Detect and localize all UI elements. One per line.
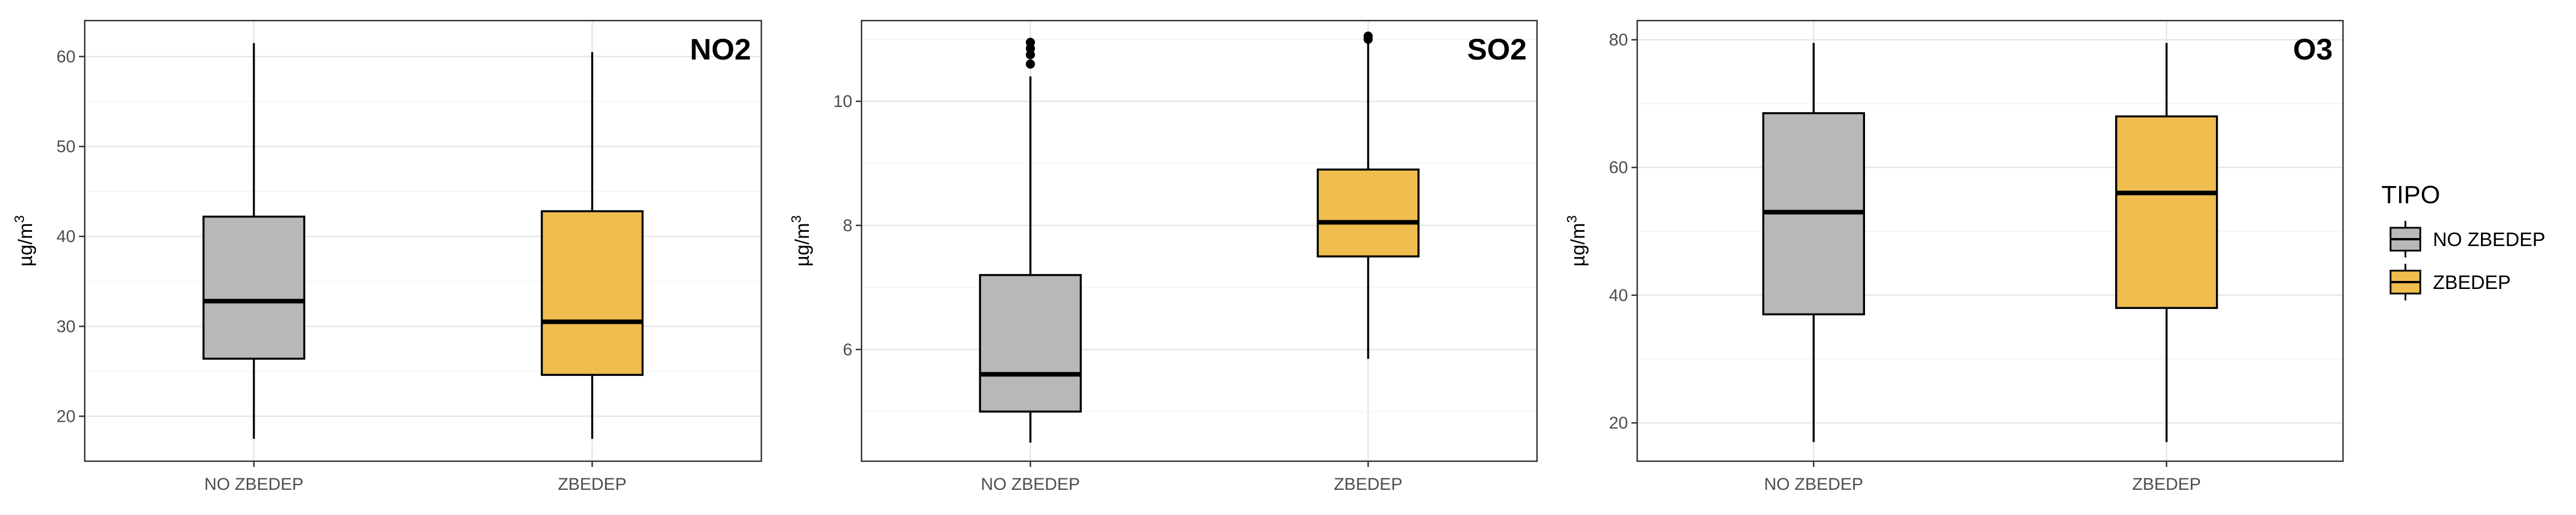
y-tick-label: 20 (57, 407, 76, 426)
panel-so2: 6 8 10 NO ZBEDEP ZBEDEP SO2 µg/m3 (789, 19, 1538, 494)
y-axis-label: µg/m3 (12, 215, 37, 267)
y-axis-label-superscript: 3 (789, 215, 804, 223)
box-no-zbedep (979, 37, 1082, 443)
outlier-point (1026, 37, 1035, 47)
panel-border (84, 19, 762, 462)
y-tick-label: 6 (843, 340, 852, 359)
legend-entry-zbedep: ZBEDEP (2389, 264, 2511, 300)
box-iqr (202, 215, 306, 360)
y-axis-label-base: µg/m (1567, 223, 1589, 267)
legend-entry-no-zbedep: NO ZBEDEP (2389, 221, 2545, 258)
y-tick-label: 8 (843, 216, 852, 235)
box-iqr (1317, 168, 1420, 258)
y-axis-label-superscript: 3 (12, 215, 27, 223)
y-tick-label: 40 (1609, 286, 1628, 305)
outlier-point (1364, 31, 1373, 41)
box-iqr (540, 210, 644, 376)
legend-label: ZBEDEP (2433, 272, 2511, 294)
box-zbedep (540, 52, 644, 439)
box-iqr (979, 274, 1082, 413)
y-tick-label: 40 (57, 227, 76, 246)
x-tick-label: ZBEDEP (558, 475, 626, 494)
outlier-point (1026, 59, 1035, 69)
y-axis-label-base: µg/m (15, 223, 37, 267)
legend: TIPO NO ZBEDEP ZBEDEP (2381, 181, 2545, 300)
y-tick-label: 60 (57, 47, 76, 66)
x-tick-label: NO ZBEDEP (981, 475, 1080, 494)
box-iqr (2115, 115, 2218, 309)
panel-title: O3 (2293, 33, 2333, 66)
legend-title: TIPO (2381, 181, 2440, 209)
x-tick-label: NO ZBEDEP (1764, 475, 1863, 494)
x-tick-label: NO ZBEDEP (204, 475, 303, 494)
box-zbedep (1317, 31, 1420, 359)
panel-title: NO2 (690, 33, 751, 66)
y-tick-label: 80 (1609, 30, 1628, 49)
y-axis-label: µg/m3 (789, 215, 813, 267)
y-axis-label: µg/m3 (1564, 215, 1589, 267)
panel-no2: 20 30 40 50 60 NO ZBEDEP ZBEDEP NO2 µg/m3 (12, 19, 762, 494)
panel-border (1636, 19, 2344, 462)
panel-border (860, 19, 1538, 462)
y-tick-label: 60 (1609, 159, 1628, 177)
y-axis-label-superscript: 3 (1564, 215, 1580, 223)
y-axis-label-base: µg/m (792, 223, 813, 267)
box-no-zbedep (202, 43, 306, 439)
legend-label: NO ZBEDEP (2433, 229, 2545, 251)
y-tick-label: 30 (57, 317, 76, 336)
y-tick-label: 10 (833, 92, 852, 111)
y-tick-label: 20 (1609, 414, 1628, 433)
panel-o3: 20 40 60 80 NO ZBEDEP ZBEDEP O3 µg/m3 (1564, 19, 2344, 494)
y-tick-label: 50 (57, 137, 76, 156)
x-tick-label: ZBEDEP (2132, 475, 2201, 494)
box-zbedep (2115, 43, 2218, 442)
box-no-zbedep (1762, 43, 1865, 442)
x-tick-label: ZBEDEP (1334, 475, 1402, 494)
panel-title: SO2 (1467, 33, 1527, 66)
